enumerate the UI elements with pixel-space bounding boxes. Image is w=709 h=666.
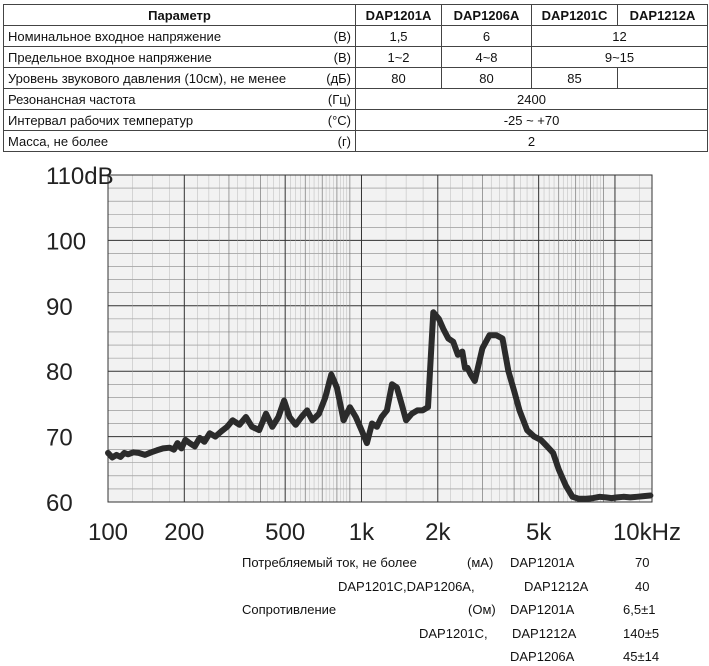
resistance-models-2a: DAP1201C, <box>419 626 488 641</box>
x-tick-label: 100 <box>88 519 128 546</box>
row-value: 4~8 <box>441 46 533 68</box>
current-model-1: DAP1201A <box>510 555 575 570</box>
header-dap1212a: DAP1212A <box>617 4 709 26</box>
table-row: Предельное входное напряжение (В) 1~2 4~… <box>3 46 709 68</box>
row-name: Номинальное входное напряжение <box>3 25 294 47</box>
chart-series <box>105 309 654 502</box>
row-name: Предельное входное напряжение <box>3 46 294 68</box>
resistance-value-2: 140±5 <box>623 626 660 641</box>
current-models-2b: DAP1212A <box>524 579 589 594</box>
resistance-label: Сопротивление <box>242 602 337 617</box>
resistance-model-1: DAP1201A <box>510 602 575 617</box>
chart-grid <box>107 174 653 503</box>
row-value-empty <box>617 67 709 89</box>
response-curve-line <box>105 309 654 502</box>
row-value: 2400 <box>355 88 709 110</box>
plot-border <box>107 174 653 503</box>
row-name: Интервал рабочих температур <box>3 109 294 131</box>
x-tick-label: 200 <box>164 519 204 546</box>
row-unit: (дБ) <box>293 67 357 89</box>
chart-tick-labels: 60 70 80 90 100 110dB 100 200 500 1k 2k 5k 10kHz <box>46 163 681 546</box>
current-label: Потребляемый ток, не более <box>242 555 417 570</box>
spec-header-row: Параметр DAP1201A DAP1206A DAP1201C DAP1… <box>2 4 709 26</box>
y-tick-label: 100 <box>46 228 86 255</box>
row-value: 1~2 <box>355 46 443 68</box>
row-unit: (В) <box>293 25 357 47</box>
row-value: 9~15 <box>531 46 709 68</box>
current-value-2: 40 <box>635 579 650 594</box>
row-value: 12 <box>531 25 709 47</box>
x-tick-label: 1k <box>349 519 375 546</box>
row-name: Уровень звукового давления (10см), не ме… <box>3 67 294 89</box>
row-value: 6 <box>441 25 533 47</box>
current-models-2a: DAP1201C,DAP1206A, <box>338 579 475 594</box>
header-dap1201c: DAP1201C <box>531 4 619 26</box>
resistance-value-1: 6,5±1 <box>623 602 656 617</box>
resistance-models-2b: DAP1212A <box>512 626 577 641</box>
header-dap1206a: DAP1206A <box>441 4 533 26</box>
row-name: Резонансная частота <box>3 88 294 110</box>
resistance-model-3: DAP1206A <box>510 649 575 664</box>
current-value-1: 70 <box>635 555 650 570</box>
x-tick-label: 5k <box>526 519 552 546</box>
row-name: Масса, не более <box>3 130 294 152</box>
row-value: 80 <box>355 67 443 89</box>
frequency-response-chart: 60 70 80 90 100 110dB 100 200 500 1k 2k 5k 10kHz <box>46 163 681 546</box>
y-tick-label: 110dB <box>46 163 114 190</box>
current-unit: (мА) <box>467 555 494 570</box>
row-value: -25 ~ +70 <box>355 109 709 131</box>
row-value: 80 <box>441 67 533 89</box>
row-value: 85 <box>531 67 619 89</box>
table-row: Масса, не более (г) 2 <box>3 130 709 152</box>
x-tick-label: 2k <box>425 519 451 546</box>
resistance-unit: (Ом) <box>468 602 496 617</box>
header-param: Параметр <box>2 4 357 26</box>
table-row: Уровень звукового давления (10см), не ме… <box>3 67 709 89</box>
row-unit: (°C) <box>293 109 357 131</box>
y-tick-label: 60 <box>46 490 73 517</box>
spec-table: Параметр DAP1201A DAP1206A DAP1201C DAP1… <box>2 4 709 152</box>
table-row: Интервал рабочих температур (°C) -25 ~ +… <box>3 109 709 131</box>
header-dap1201a: DAP1201A <box>355 4 443 26</box>
table-row: Номинальное входное напряжение (В) 1,5 6… <box>3 25 709 47</box>
row-unit: (Гц) <box>293 88 357 110</box>
table-row: Резонансная частота (Гц) 2400 <box>3 88 709 110</box>
x-tick-label: 10kHz <box>613 519 681 546</box>
row-value: 1,5 <box>355 25 443 47</box>
plot-background <box>108 175 652 502</box>
row-unit: (В) <box>293 46 357 68</box>
y-tick-label: 70 <box>46 425 73 452</box>
y-tick-label: 80 <box>46 359 73 386</box>
y-tick-label: 90 <box>46 294 73 321</box>
resistance-value-3: 45±14 <box>623 649 660 664</box>
x-tick-label: 500 <box>265 519 305 546</box>
row-value: 2 <box>355 130 709 152</box>
row-unit: (г) <box>293 130 357 152</box>
